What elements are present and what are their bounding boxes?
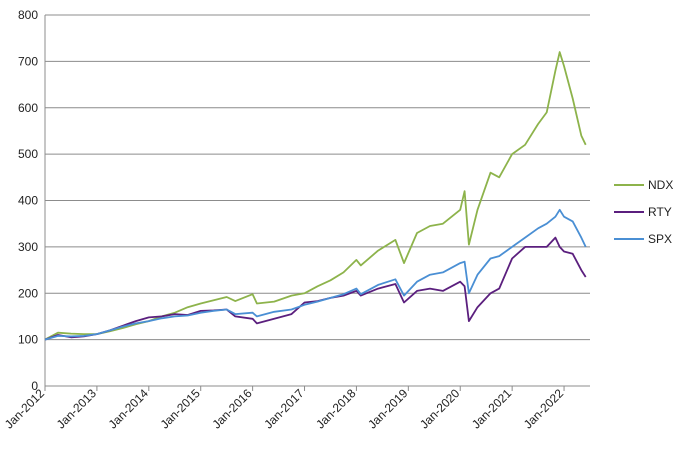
x-tick-label: Jan-2012 (2, 386, 48, 432)
x-tick-label: Jan-2015 (158, 386, 204, 432)
y-tick-label: 600 (18, 101, 38, 115)
series-line-ndx (44, 51, 587, 341)
x-tick-label: Jan-2019 (365, 386, 411, 432)
legend-label-rty: RTY (648, 205, 672, 219)
y-tick-label: 800 (18, 8, 38, 22)
y-tick-label: 700 (18, 54, 38, 68)
x-tick-label: Jan-2021 (469, 386, 515, 432)
x-tick-label: Jan-2022 (521, 386, 567, 432)
y-tick-label: 0 (31, 379, 38, 393)
y-tick-label: 400 (18, 194, 38, 208)
x-tick-label: Jan-2013 (54, 386, 100, 432)
x-tick-label: Jan-2016 (209, 386, 255, 432)
legend-label-spx: SPX (648, 232, 672, 246)
x-tick-label: Jan-2014 (106, 386, 152, 432)
series-line-rty (44, 236, 587, 341)
y-tick-label: 500 (18, 147, 38, 161)
legend-label-ndx: NDX (648, 178, 673, 192)
x-tick-label: Jan-2017 (261, 386, 307, 432)
y-tick-label: 200 (18, 286, 38, 300)
x-tick-label: Jan-2018 (313, 386, 359, 432)
y-tick-label: 300 (18, 240, 38, 254)
series-line-spx (44, 208, 587, 341)
x-tick-label: Jan-2020 (417, 386, 463, 432)
y-tick-label: 100 (18, 333, 38, 347)
